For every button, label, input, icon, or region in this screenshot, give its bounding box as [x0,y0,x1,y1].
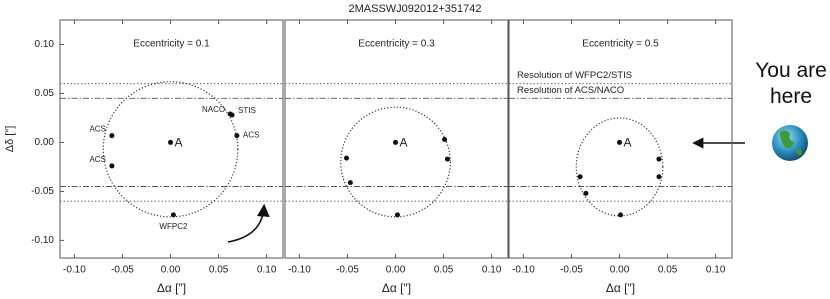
point [109,163,115,169]
point [577,174,583,180]
panel-frame [284,19,509,259]
x-tick-label: -0.05 [111,265,134,276]
panel-title: Eccentricity = 0.5 [582,39,659,50]
point-label: WFPC2 [159,222,188,231]
point [234,133,240,139]
y-tick-label: 0.10 [35,39,55,50]
x-tick-label: 0.10 [257,265,277,276]
panel-frame [59,19,284,259]
primary-star [393,139,399,145]
point [109,133,115,139]
primary-label: A [624,136,632,150]
point-label: ACS [89,125,105,134]
x-tick-label: 0.10 [706,265,726,276]
x-axis-label: Δα [″] [157,281,186,295]
chart-title: 2MASSWJ092012+351742 [348,3,481,15]
earth-land [780,130,802,156]
orbit [340,106,451,218]
x-tick-label: -0.05 [560,265,583,276]
x-tick-label: -0.05 [336,265,359,276]
you-are-here: You are here [755,59,827,108]
y-tick-label: 0.00 [35,137,55,148]
y-axis-label: Δδ [″] [4,126,16,153]
x-tick-label: 0.00 [161,265,181,276]
x-tick-label: 0.00 [386,265,406,276]
point [344,155,350,161]
point [442,136,448,142]
resolution-label: Resolution of WFPC2/STIS [517,70,632,81]
y-tick-label: 0.05 [35,88,55,99]
x-tick-label: 0.10 [482,265,502,276]
primary-star [617,139,623,145]
primary-label: A [400,136,408,150]
curved-arrow [227,203,270,243]
x-tick-label: 0.05 [434,265,454,276]
point-label: ACS [243,131,259,140]
x-tick-label: 0.05 [658,265,678,276]
panel-title: Eccentricity = 0.1 [133,39,210,50]
point [656,156,662,162]
resolution-label: Resolution of ACS/NACO [517,85,624,96]
point [656,174,662,180]
x-axis-label: Δα [″] [606,281,635,295]
orbit [102,81,239,218]
point-label: STIS [238,106,256,115]
primary-label: A [175,136,183,150]
point-label: NACO [202,105,225,114]
x-tick-label: -0.10 [512,265,535,276]
orbit [575,117,664,217]
x-tick-label: -0.10 [288,265,311,276]
x-tick-label: -0.10 [63,265,86,276]
y-tick-label: -0.10 [31,235,54,246]
point [444,156,450,162]
point [229,112,235,118]
primary-star [168,139,174,145]
x-axis-label: Δα [″] [382,281,411,295]
point [170,212,176,218]
point [394,212,400,218]
point [347,180,353,186]
panel-frame [508,19,733,259]
panel-title: Eccentricity = 0.3 [358,39,435,50]
y-tick-label: -0.05 [31,186,54,197]
x-tick-label: 0.05 [209,265,229,276]
point [618,212,623,218]
x-tick-label: 0.00 [610,265,630,276]
point [583,190,589,196]
point-label: ACS [89,155,105,164]
